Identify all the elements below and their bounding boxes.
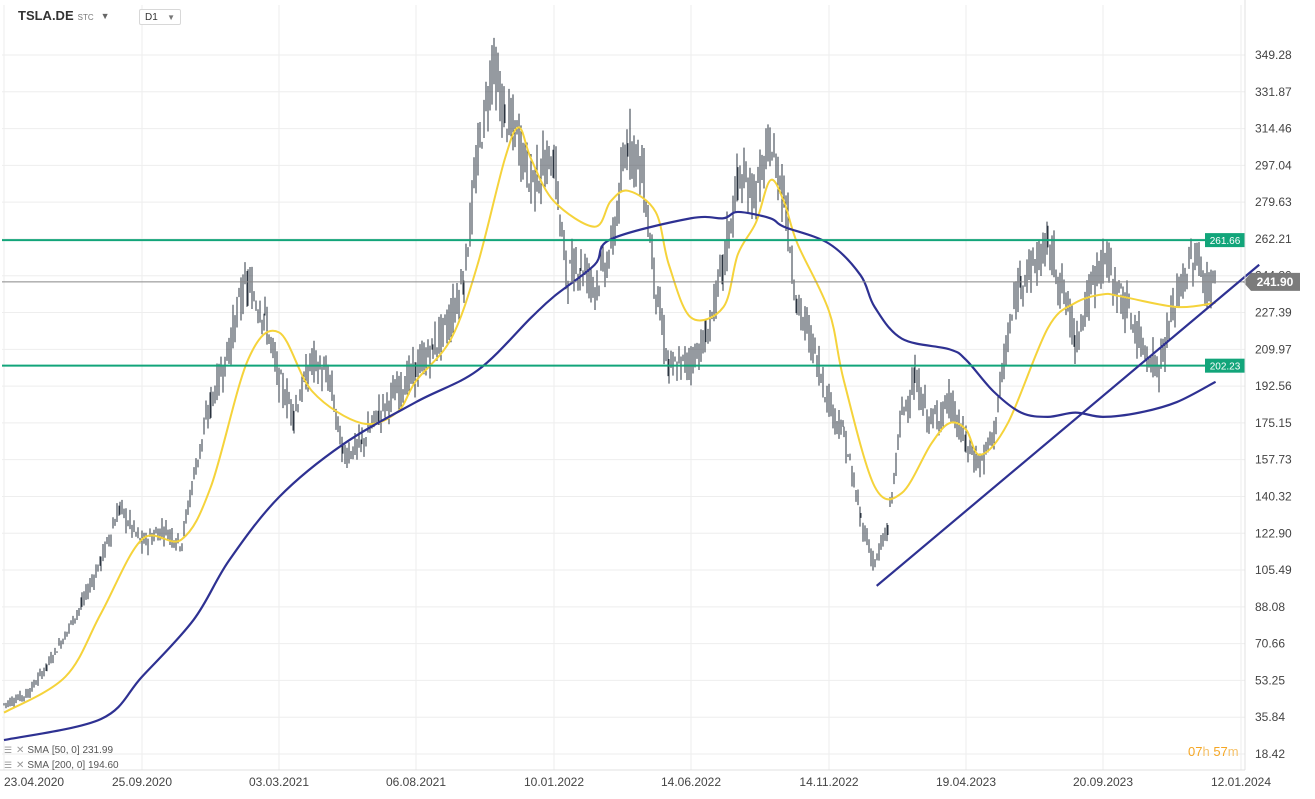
y-tick-label: 314.46: [1255, 122, 1292, 136]
timeframe-value: D1: [145, 11, 158, 23]
indicator-value: 231.99: [82, 745, 114, 756]
close-icon[interactable]: ✕: [16, 745, 25, 756]
indicator-label: SMA: [27, 745, 50, 756]
settings-icon[interactable]: ☰: [4, 760, 13, 770]
countdown-hours: 07: [1188, 744, 1203, 759]
current-price-label: 241.90: [1257, 275, 1294, 289]
x-tick-label: 12.01.2024: [1211, 775, 1271, 789]
x-tick-label: 23.04.2020: [4, 775, 64, 789]
level-label: 202.23: [1210, 362, 1241, 373]
indicator-params: [200, 0]: [51, 760, 86, 771]
countdown-minutes: 57: [1213, 744, 1228, 759]
y-tick-label: 88.08: [1255, 600, 1285, 614]
y-tick-label: 227.39: [1255, 306, 1292, 320]
y-tick-label: 18.42: [1255, 747, 1285, 761]
level-badge: [1205, 233, 1245, 248]
indicator-params: [50, 0]: [51, 745, 80, 756]
timeframe-select[interactable]: D1 ▼: [139, 9, 181, 25]
symbol-dropdown-icon[interactable]: ▼: [100, 10, 110, 21]
y-tick-label: 53.25: [1255, 673, 1285, 687]
price-candles: [3, 37, 1216, 709]
y-tick-label: 175.15: [1255, 416, 1292, 430]
trendline: [875, 263, 1260, 587]
indicator-value: 194.60: [87, 760, 119, 771]
symbol-name[interactable]: TSLA.DE: [18, 8, 74, 23]
y-tick-label: 157.73: [1255, 453, 1292, 467]
y-tick-label: 70.66: [1255, 637, 1285, 651]
y-tick-label: 297.04: [1255, 158, 1292, 172]
level-label: 261.66: [1210, 236, 1241, 247]
x-tick-label: 19.04.2023: [936, 775, 996, 789]
y-tick-label: 349.28: [1255, 48, 1292, 62]
y-tick-label: 262.21: [1255, 232, 1292, 246]
y-tick-label: 140.32: [1255, 489, 1292, 503]
countdown-minutes-unit: m: [1227, 744, 1239, 759]
candle-countdown: 07h 57m: [1188, 744, 1239, 759]
close-icon[interactable]: ✕: [16, 760, 25, 771]
x-tick-label: 25.09.2020: [112, 775, 172, 789]
y-tick-label: 122.90: [1255, 526, 1292, 540]
indicator-legend-sma200: ☰ ✕ SMA [200, 0] 194.60: [4, 760, 119, 771]
countdown-hours-unit: h: [1202, 744, 1210, 759]
y-tick-label: 331.87: [1255, 85, 1292, 99]
x-tick-label: 10.01.2022: [524, 775, 584, 789]
x-tick-label: 14.06.2022: [661, 775, 721, 789]
x-tick-label: 03.03.2021: [249, 775, 309, 789]
x-tick-label: 06.08.2021: [386, 775, 446, 789]
symbol-toolbar: TSLA.DE STC ▼: [18, 8, 110, 23]
x-tick-label: 14.11.2022: [799, 775, 858, 789]
indicator-label: SMA: [27, 760, 50, 771]
settings-icon[interactable]: ☰: [4, 745, 13, 755]
sma-50-line: [3, 126, 1216, 714]
y-tick-label: 192.56: [1255, 379, 1292, 393]
y-tick-label: 279.63: [1255, 195, 1292, 209]
level-badge: [1205, 358, 1245, 373]
y-tick-label: 35.84: [1255, 710, 1285, 724]
exchange-label: STC: [77, 12, 94, 22]
indicator-legend-sma50: ☰ ✕ SMA [50, 0] 231.99: [4, 745, 113, 756]
current-price-tag: [1243, 272, 1300, 291]
chevron-down-icon: ▼: [167, 12, 175, 22]
x-tick-label: 20.09.2023: [1073, 775, 1133, 789]
y-tick-label: 105.49: [1255, 563, 1292, 577]
sma-200-line: [3, 210, 1217, 742]
y-tick-label: 209.97: [1255, 342, 1292, 356]
